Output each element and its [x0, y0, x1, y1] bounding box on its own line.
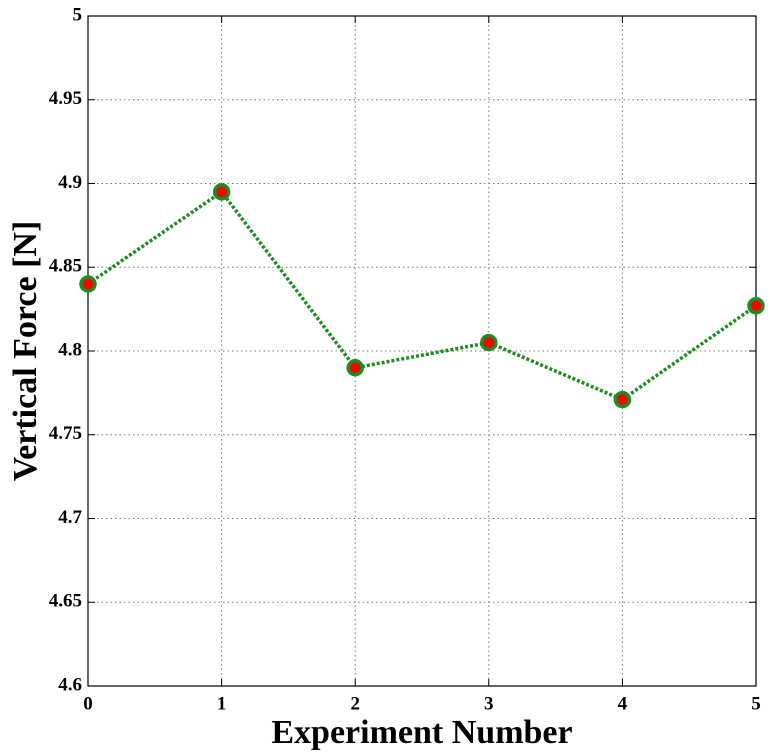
x-tick-label: 1 — [217, 693, 227, 714]
data-point — [747, 297, 765, 315]
x-tick-label: 3 — [484, 693, 494, 714]
y-tick-label: 4.95 — [49, 88, 82, 109]
data-point — [480, 333, 498, 352]
x-tick-label: 2 — [350, 693, 360, 714]
x-tick-label: 0 — [83, 693, 93, 714]
y-tick-label: 5 — [73, 4, 83, 25]
x-axis-label: Experiment Number — [271, 714, 572, 751]
plot-frame — [87, 15, 757, 687]
data-point — [79, 275, 97, 293]
y-tick-label: 4.9 — [58, 172, 82, 193]
series-line — [87, 189, 758, 402]
y-tick-label: 4.75 — [49, 423, 82, 444]
y-tick-label: 4.8 — [58, 339, 82, 360]
data-point — [212, 183, 231, 201]
y-tick-label: 4.85 — [49, 256, 82, 277]
x-tick-label: 5 — [751, 693, 761, 714]
data-point — [346, 359, 364, 377]
data-point — [613, 390, 632, 409]
y-tick-label: 4.6 — [58, 674, 82, 695]
y-axis-label: Vertical Force [N] — [7, 221, 44, 482]
y-tick-label: 4.65 — [49, 591, 82, 612]
y-tick-label: 4.7 — [58, 507, 82, 528]
x-tick-label: 4 — [618, 693, 628, 714]
